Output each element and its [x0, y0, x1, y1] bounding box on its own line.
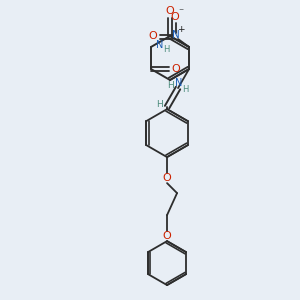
Text: O: O	[163, 231, 171, 241]
Text: H: H	[156, 100, 162, 109]
Text: N: N	[175, 78, 183, 88]
Text: ⁻: ⁻	[178, 7, 184, 17]
Text: N: N	[172, 30, 180, 40]
Text: H: H	[163, 44, 169, 53]
Text: O: O	[149, 31, 158, 41]
Text: H: H	[167, 81, 173, 90]
Text: O: O	[166, 6, 174, 16]
Text: O: O	[172, 64, 180, 74]
Text: N: N	[156, 40, 164, 50]
Text: +: +	[177, 26, 185, 34]
Text: O: O	[163, 173, 171, 183]
Text: H: H	[182, 85, 188, 94]
Text: O: O	[171, 12, 179, 22]
